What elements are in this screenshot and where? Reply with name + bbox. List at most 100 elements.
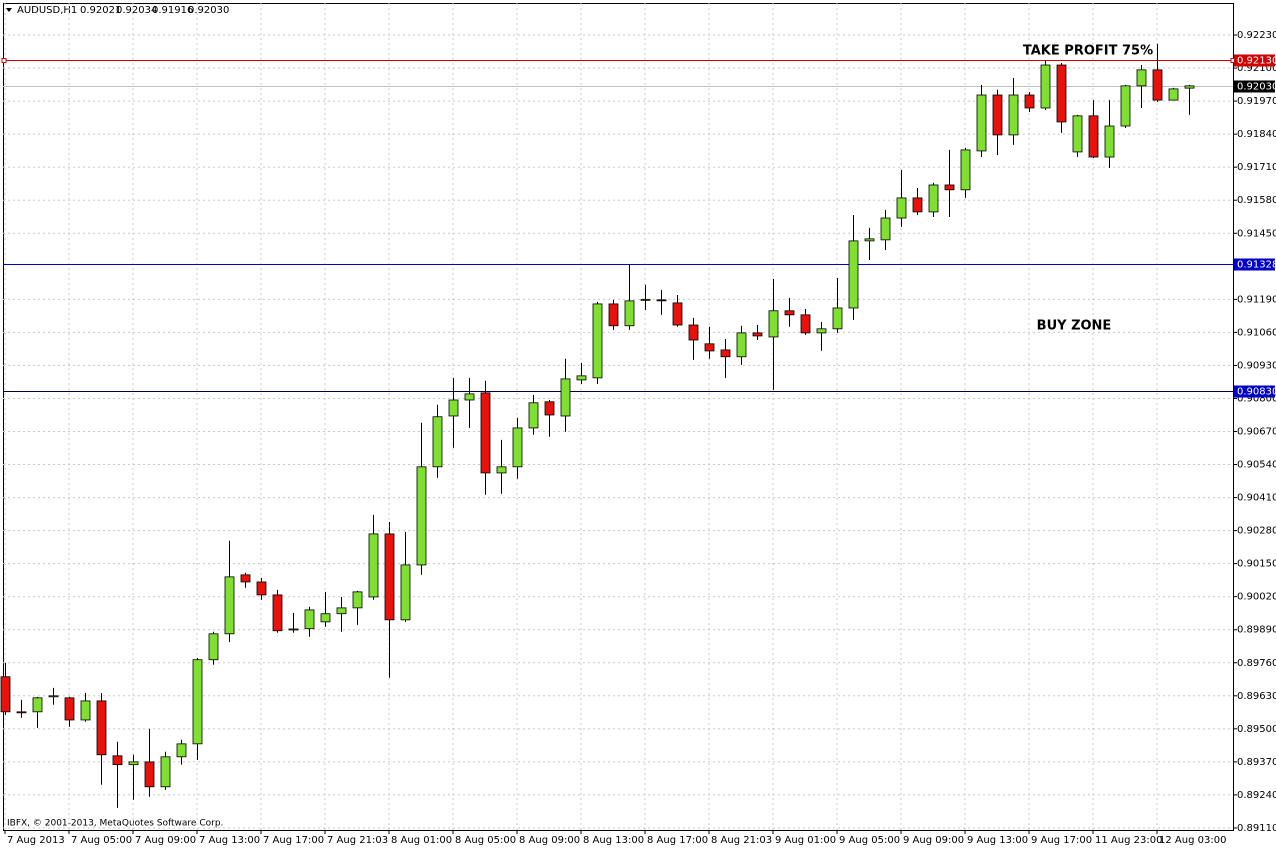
candle-body — [256, 581, 267, 596]
y-tick-label: 0.92100 — [1237, 63, 1276, 74]
candle-body — [144, 761, 155, 788]
level-handle — [1, 58, 7, 63]
candle-body — [1168, 88, 1179, 101]
candle-body — [400, 564, 411, 621]
price-label: 0.90830 — [1237, 387, 1276, 398]
candle-body — [240, 574, 251, 583]
candle-body — [496, 466, 507, 474]
price-label: 0.92030 — [1237, 82, 1276, 93]
ohlc-open: 0.92021 — [80, 5, 121, 16]
y-tick-label: 0.90930 — [1237, 360, 1276, 371]
candle-body — [944, 184, 955, 191]
candle-body — [656, 299, 667, 302]
candle-body — [112, 755, 123, 766]
candle-body — [576, 375, 587, 381]
y-tick-label: 0.91190 — [1237, 294, 1276, 305]
x-tick-label: 9 Aug 13:00 — [967, 835, 1028, 846]
candle-body — [1040, 64, 1051, 109]
candle-body — [784, 310, 795, 316]
candle-body — [608, 303, 619, 327]
y-tick-label: 0.89370 — [1237, 757, 1276, 768]
candle-body — [208, 633, 219, 661]
candle-body — [16, 711, 27, 714]
candle-body — [464, 393, 475, 401]
candle-body — [1104, 125, 1115, 158]
candle-body — [736, 332, 747, 358]
y-tick-label: 0.89110 — [1237, 823, 1276, 834]
price-label: 0.91328 — [1237, 260, 1276, 271]
x-tick-label: 8 Aug 21:03 — [711, 835, 772, 846]
candle-body — [176, 743, 187, 758]
candle-body — [1056, 64, 1067, 123]
price-label: 0.92130 — [1237, 56, 1276, 67]
candle-body — [544, 401, 555, 416]
x-tick-label: 8 Aug 01:00 — [391, 835, 452, 846]
price-label-bg — [1234, 258, 1275, 271]
candle-body — [368, 533, 379, 598]
candle-body — [880, 217, 891, 241]
candle-body — [304, 609, 315, 630]
y-tick-label: 0.91970 — [1237, 96, 1276, 107]
x-tick-label: 7 Aug 05:00 — [71, 835, 132, 846]
candle-body — [768, 310, 779, 338]
candle-body — [832, 307, 843, 330]
candle-body — [192, 659, 203, 745]
x-tick-label: 9 Aug 09:00 — [903, 835, 964, 846]
candle-body — [640, 298, 651, 301]
candle-body — [1024, 94, 1035, 109]
candle-body — [976, 94, 987, 152]
candle-body — [1184, 85, 1195, 89]
y-tick-label: 0.89890 — [1237, 625, 1276, 636]
x-tick-label: 7 Aug 2013 — [7, 835, 65, 846]
symbol: AUDUSD,H1 — [17, 5, 77, 16]
candle-body — [688, 324, 699, 341]
x-tick-label: 8 Aug 17:00 — [647, 835, 708, 846]
x-tick-label: 8 Aug 09:00 — [519, 835, 580, 846]
y-tick-label: 0.90280 — [1237, 526, 1276, 537]
candle-body — [1136, 69, 1147, 87]
candle-body — [816, 328, 827, 334]
annotation: TAKE PROFIT 75% — [1023, 44, 1153, 59]
candle-body — [752, 332, 763, 337]
ohlc-close: 0.92030 — [188, 5, 229, 16]
y-tick-label: 0.91710 — [1237, 162, 1276, 173]
y-tick-label: 0.90670 — [1237, 426, 1276, 437]
candle-body — [704, 343, 715, 352]
x-tick-label: 8 Aug 13:00 — [583, 835, 644, 846]
x-tick-label: 7 Aug 13:00 — [199, 835, 260, 846]
y-tick-label: 0.90410 — [1237, 493, 1276, 504]
candle-body — [224, 576, 235, 635]
plot-frame — [3, 3, 1234, 831]
y-tick-label: 0.91840 — [1237, 129, 1276, 140]
price-label-bg — [1234, 385, 1275, 398]
y-tick-label: 0.89500 — [1237, 724, 1276, 735]
y-tick-label: 0.89760 — [1237, 658, 1276, 669]
x-tick-label: 9 Aug 01:00 — [775, 835, 836, 846]
y-tick-label: 0.89630 — [1237, 691, 1276, 702]
candle-body — [560, 378, 571, 417]
candle-body — [1072, 115, 1083, 153]
menu-arrow — [6, 8, 12, 12]
y-tick-label: 0.92230 — [1237, 30, 1276, 41]
candle-body — [912, 197, 923, 213]
y-tick-label: 0.90800 — [1237, 393, 1276, 404]
x-tick-label: 11 Aug 23:00 — [1095, 835, 1162, 846]
candle-body — [320, 613, 331, 623]
x-tick-label: 8 Aug 05:00 — [455, 835, 516, 846]
candle-body — [416, 466, 427, 566]
price-label-bg — [1234, 80, 1275, 93]
candle-body — [960, 149, 971, 191]
candle-body — [432, 416, 443, 468]
candle-body — [128, 761, 139, 766]
candle-body — [1120, 85, 1131, 127]
candle-body — [80, 700, 91, 721]
y-tick-label: 0.89240 — [1237, 790, 1276, 801]
x-tick-label: 9 Aug 17:00 — [1031, 835, 1092, 846]
ohlc-high: 0.92034 — [116, 5, 157, 16]
x-tick-label: 12 Aug 03:00 — [1159, 835, 1226, 846]
candle-body — [720, 349, 731, 358]
y-tick-label: 0.90150 — [1237, 559, 1276, 570]
candle-body — [32, 697, 43, 713]
candle-body — [512, 427, 523, 468]
candle-body — [528, 402, 539, 429]
